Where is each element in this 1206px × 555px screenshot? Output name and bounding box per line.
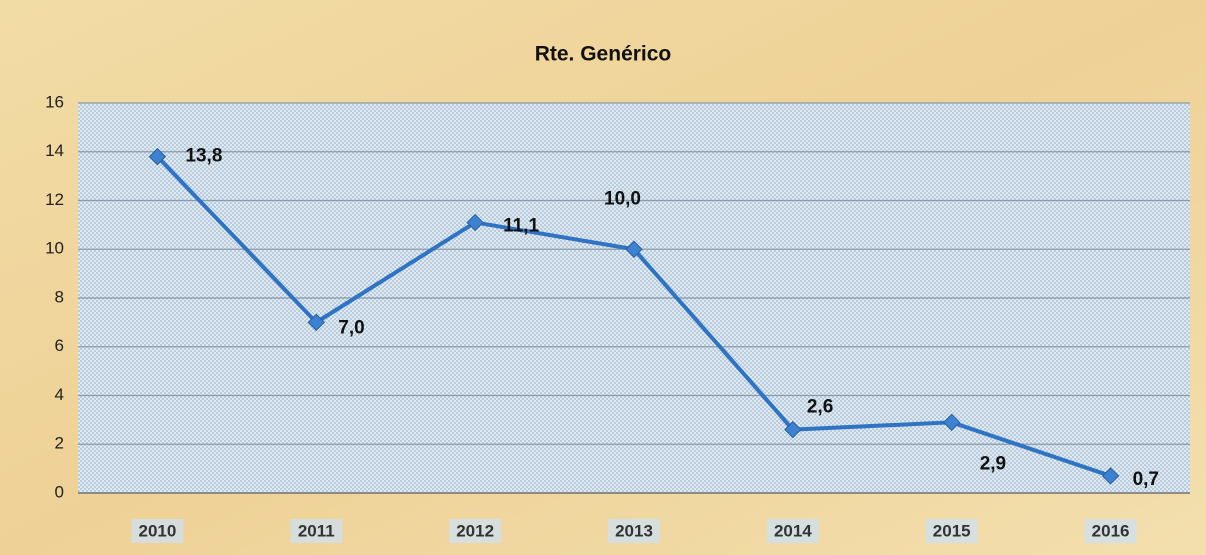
x-tick-highlight bbox=[766, 519, 819, 543]
data-label: 0,7 bbox=[1133, 469, 1159, 490]
data-label: 2,9 bbox=[980, 453, 1006, 474]
y-tick-label: 4 bbox=[55, 385, 64, 404]
marker bbox=[625, 240, 643, 258]
marker bbox=[784, 420, 802, 439]
x-tick-label: 2013 bbox=[615, 521, 653, 540]
y-tick-label: 16 bbox=[45, 92, 64, 111]
marker bbox=[466, 213, 484, 232]
y-tick-label: 2 bbox=[55, 434, 64, 453]
x-tick-highlight bbox=[608, 519, 660, 543]
x-tick-label: 2012 bbox=[456, 521, 494, 540]
x-tick-highlight bbox=[925, 519, 978, 543]
x-tick-highlight bbox=[131, 519, 184, 543]
x-tick-label: 2010 bbox=[139, 521, 177, 540]
y-tick-label: 0 bbox=[55, 482, 64, 501]
y-tick-label: 14 bbox=[45, 141, 64, 160]
y-tick-label: 12 bbox=[45, 190, 64, 209]
marker bbox=[307, 313, 325, 332]
y-tick-label: 8 bbox=[55, 287, 64, 306]
y-tick-label: 6 bbox=[55, 336, 64, 355]
x-tick-label: 2015 bbox=[933, 521, 971, 540]
x-tick-highlight bbox=[449, 519, 502, 543]
data-label: 13,8 bbox=[185, 146, 222, 167]
x-tick-highlight bbox=[290, 519, 343, 543]
x-tick-highlight bbox=[1084, 519, 1137, 543]
marker bbox=[1101, 467, 1120, 485]
x-tick-label: 2016 bbox=[1092, 521, 1130, 540]
data-label: 11,1 bbox=[503, 215, 539, 236]
chart-title: Rte. Genérico bbox=[535, 43, 672, 66]
x-tick-label: 2011 bbox=[298, 521, 335, 540]
data-label: 2,6 bbox=[807, 397, 833, 418]
data-label: 7,0 bbox=[338, 317, 364, 338]
data-label: 10,0 bbox=[604, 188, 641, 209]
marker bbox=[148, 147, 167, 166]
y-tick-label: 10 bbox=[45, 239, 64, 258]
marker bbox=[943, 413, 961, 432]
x-tick-label: 2014 bbox=[774, 521, 812, 540]
